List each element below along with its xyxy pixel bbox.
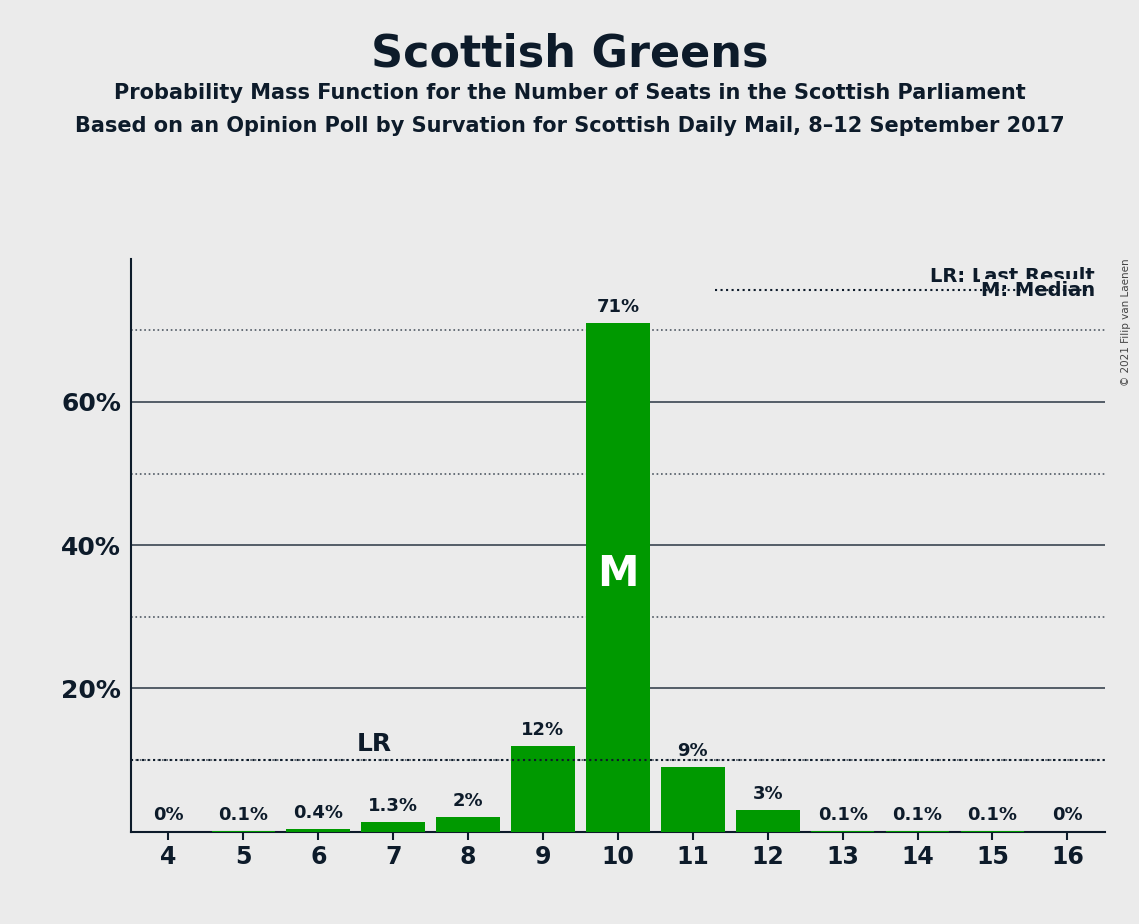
Text: 0.1%: 0.1% <box>893 806 943 823</box>
Text: M: M <box>597 553 639 595</box>
Text: Probability Mass Function for the Number of Seats in the Scottish Parliament: Probability Mass Function for the Number… <box>114 83 1025 103</box>
Text: Scottish Greens: Scottish Greens <box>371 32 768 76</box>
Text: 0.1%: 0.1% <box>219 806 269 823</box>
Text: © 2021 Filip van Laenen: © 2021 Filip van Laenen <box>1121 259 1131 386</box>
Text: 9%: 9% <box>678 742 708 760</box>
Text: LR: Last Result: LR: Last Result <box>931 267 1095 286</box>
Bar <box>511 746 575 832</box>
Text: M: Median: M: Median <box>981 281 1095 299</box>
Text: Based on an Opinion Poll by Survation for Scottish Daily Mail, 8–12 September 20: Based on an Opinion Poll by Survation fo… <box>75 116 1064 136</box>
Text: 2%: 2% <box>453 792 483 810</box>
Text: 0.1%: 0.1% <box>818 806 868 823</box>
Bar <box>736 810 800 832</box>
Text: 0%: 0% <box>153 807 183 824</box>
Bar <box>587 323 649 832</box>
Bar <box>286 829 350 832</box>
Text: 3%: 3% <box>753 785 782 803</box>
Text: 71%: 71% <box>597 298 639 316</box>
Text: 12%: 12% <box>522 721 565 738</box>
Text: 0.1%: 0.1% <box>967 806 1017 823</box>
Text: 0.4%: 0.4% <box>293 804 343 821</box>
Text: LR: LR <box>358 732 392 756</box>
Bar <box>361 822 425 832</box>
Bar <box>436 817 500 832</box>
Text: 1.3%: 1.3% <box>368 797 418 815</box>
Text: 0%: 0% <box>1052 807 1083 824</box>
Bar <box>661 767 724 832</box>
